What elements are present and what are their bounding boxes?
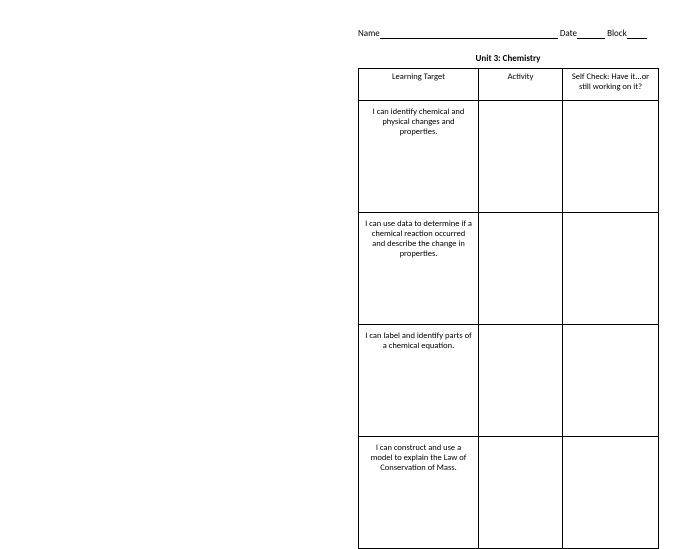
learning-target-table: Learning Target Activity Self Check: Hav… bbox=[358, 68, 659, 549]
cell-learning-target: I can label and identify parts of a chem… bbox=[359, 325, 479, 437]
name-label: Name bbox=[358, 28, 380, 39]
worksheet-title: Unit 3: Chemistry bbox=[358, 53, 658, 64]
cell-activity[interactable] bbox=[479, 325, 563, 437]
cell-activity[interactable] bbox=[479, 101, 563, 213]
table-row: I can use data to determine if a chemica… bbox=[359, 213, 659, 325]
cell-selfcheck[interactable] bbox=[563, 213, 659, 325]
cell-learning-target: I can identify chemical and physical cha… bbox=[359, 101, 479, 213]
block-underline[interactable] bbox=[627, 30, 647, 39]
col-header-activity: Activity bbox=[479, 69, 563, 101]
cell-activity[interactable] bbox=[479, 437, 563, 549]
cell-activity[interactable] bbox=[479, 213, 563, 325]
table-header-row: Learning Target Activity Self Check: Hav… bbox=[359, 69, 659, 101]
cell-selfcheck[interactable] bbox=[563, 101, 659, 213]
cell-learning-target: I can use data to determine if a chemica… bbox=[359, 213, 479, 325]
worksheet-page: Name Date Block Unit 3: Chemistry Learni… bbox=[358, 28, 658, 549]
table-row: I can identify chemical and physical cha… bbox=[359, 101, 659, 213]
date-underline[interactable] bbox=[577, 30, 605, 39]
block-label: Block bbox=[607, 28, 627, 39]
cell-selfcheck[interactable] bbox=[563, 325, 659, 437]
col-header-learning-target: Learning Target bbox=[359, 69, 479, 101]
table-row: I can construct and use a model to expla… bbox=[359, 437, 659, 549]
col-header-selfcheck: Self Check: Have it...or still working o… bbox=[563, 69, 659, 101]
table-row: I can label and identify parts of a chem… bbox=[359, 325, 659, 437]
cell-learning-target: I can construct and use a model to expla… bbox=[359, 437, 479, 549]
cell-selfcheck[interactable] bbox=[563, 437, 659, 549]
date-label: Date bbox=[560, 28, 577, 39]
header-line: Name Date Block bbox=[358, 28, 658, 39]
name-underline[interactable] bbox=[380, 30, 558, 39]
